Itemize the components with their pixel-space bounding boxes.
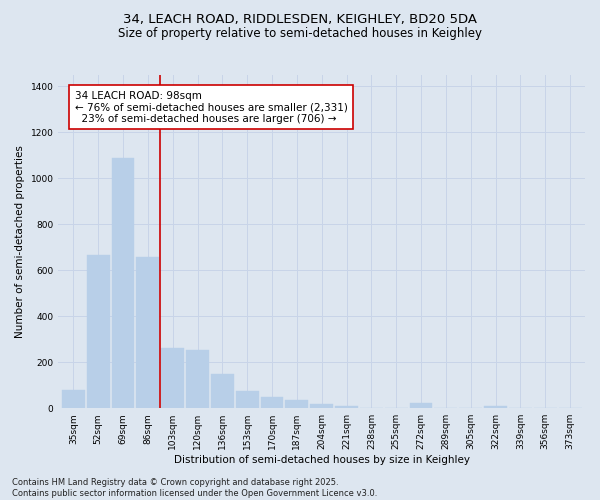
Bar	[211, 374, 234, 408]
X-axis label: Distribution of semi-detached houses by size in Keighley: Distribution of semi-detached houses by …	[174, 455, 470, 465]
Bar	[484, 406, 507, 408]
Bar	[286, 400, 308, 408]
Text: Contains HM Land Registry data © Crown copyright and database right 2025.
Contai: Contains HM Land Registry data © Crown c…	[12, 478, 377, 498]
Bar	[161, 348, 184, 408]
Bar	[260, 396, 283, 408]
Bar	[136, 256, 159, 408]
Bar	[62, 390, 85, 408]
Bar	[186, 350, 209, 408]
Bar	[112, 158, 134, 408]
Text: 34, LEACH ROAD, RIDDLESDEN, KEIGHLEY, BD20 5DA: 34, LEACH ROAD, RIDDLESDEN, KEIGHLEY, BD…	[123, 12, 477, 26]
Bar	[310, 404, 333, 408]
Bar	[410, 403, 433, 408]
Bar	[87, 256, 110, 408]
Text: 34 LEACH ROAD: 98sqm
← 76% of semi-detached houses are smaller (2,331)
  23% of : 34 LEACH ROAD: 98sqm ← 76% of semi-detac…	[74, 90, 347, 124]
Bar	[335, 406, 358, 408]
Y-axis label: Number of semi-detached properties: Number of semi-detached properties	[15, 145, 25, 338]
Bar	[236, 391, 259, 408]
Text: Size of property relative to semi-detached houses in Keighley: Size of property relative to semi-detach…	[118, 28, 482, 40]
